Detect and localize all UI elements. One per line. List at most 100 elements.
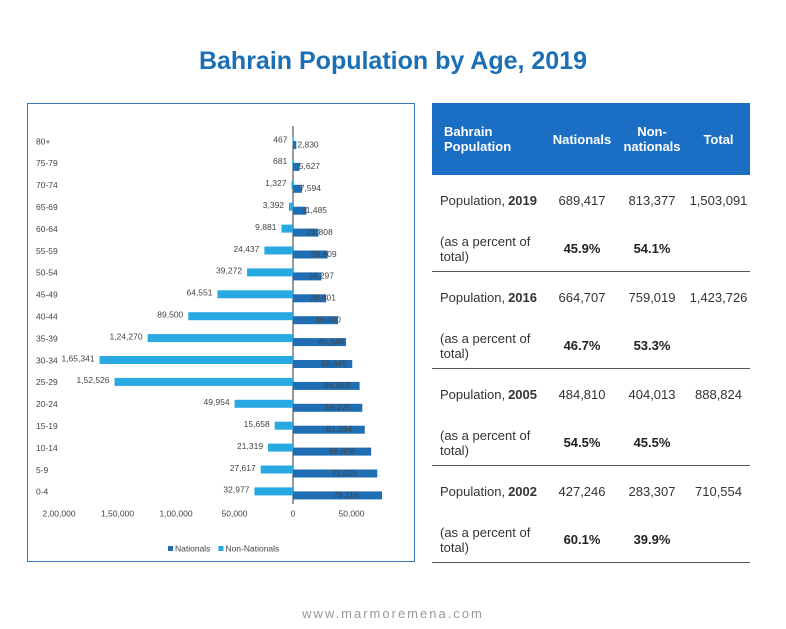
bar: [293, 228, 319, 237]
cell-percent: 54.5%: [563, 435, 601, 450]
bar: [289, 202, 293, 211]
percent-label: (as a percent of total): [440, 524, 531, 555]
bar: [292, 137, 293, 145]
x-tick-label: 50,000: [339, 508, 365, 518]
year: 2016: [508, 289, 537, 305]
cell-value: 689,417: [558, 192, 606, 208]
category-label: 35-39: [36, 333, 58, 343]
cell-percent: 60.1%: [563, 532, 601, 547]
label: Population,: [440, 386, 506, 402]
x-tick-label: 2,00,000: [42, 508, 75, 518]
bar: [293, 360, 353, 368]
row-label: Population, 2016: [440, 272, 555, 322]
bar: [268, 443, 293, 452]
category-label: 5-9: [36, 465, 49, 475]
bar: [292, 158, 293, 167]
title: Bahrain Population by Age, 2019: [198, 47, 588, 75]
category-label: 15-19: [36, 421, 58, 431]
data-label: 76,115: [333, 490, 359, 500]
bar: [293, 162, 300, 171]
data-label: 1,327: [265, 178, 287, 188]
cell-percent: 45.5%: [633, 435, 671, 450]
category-label: 45-49: [36, 290, 58, 300]
data-label: 5,627: [299, 161, 321, 171]
data-label: 467: [273, 134, 287, 144]
category-label: 10-14: [36, 443, 58, 453]
bar: [281, 224, 293, 233]
bar: [293, 425, 365, 434]
data-label: 29,609: [311, 249, 337, 259]
data-label: 3,392: [263, 200, 285, 210]
data-label: 24,437: [233, 244, 259, 254]
legend-label: Nationals: [175, 543, 210, 553]
cell-value: 404,013: [628, 386, 676, 402]
bar: [291, 180, 293, 189]
bar: [293, 272, 322, 281]
category-label: 65-69: [36, 202, 58, 212]
cell-percent: 45.9%: [563, 241, 601, 256]
bar: [293, 294, 327, 303]
cell-value: 1,503,091: [689, 192, 748, 208]
cell-value: 813,377: [628, 192, 676, 208]
bar: [293, 469, 378, 478]
cell-value: 1,423,726: [689, 289, 748, 305]
bar: [247, 268, 293, 277]
bar: [293, 316, 338, 325]
data-label: 9,881: [255, 222, 277, 232]
data-label: 50,645: [321, 358, 347, 368]
cell-value: 710,554: [695, 483, 742, 499]
row-label: Population, 2005: [440, 369, 555, 419]
percent-label: (as a percent of total): [440, 330, 531, 361]
cell-value: 427,246: [558, 483, 606, 499]
bar: [264, 246, 293, 255]
bar: [188, 312, 293, 321]
bar: [234, 399, 293, 408]
row-separator: [432, 271, 750, 272]
chart-frame: 2,00,000 1,50,000 1,00,000 50,000 0 50,000 80+…: [27, 103, 415, 562]
data-label: 56,953: [324, 380, 350, 390]
bar: [293, 381, 360, 390]
x-tick-label: 1,00,000: [159, 508, 192, 518]
data-label: 7,594: [300, 183, 322, 193]
data-label: 21,808: [307, 227, 333, 237]
legend-swatch: [168, 546, 173, 551]
cell-percent: 39.9%: [633, 532, 671, 547]
footer: www.marmoremena.com: [302, 606, 484, 621]
bar: [254, 487, 293, 496]
data-label: 1,65,341: [61, 353, 94, 363]
data-label: 27,617: [230, 463, 256, 473]
x-tick-label: 0: [291, 508, 296, 518]
row-separator: [432, 562, 750, 563]
data-label: 64,551: [186, 288, 212, 298]
category-label: 70-74: [36, 180, 58, 190]
table-header: Nationals: [552, 131, 612, 147]
table-header: Bahrain Population: [444, 124, 512, 154]
bar: [260, 465, 293, 474]
bar: [99, 356, 294, 364]
cell-value: 484,810: [558, 386, 606, 402]
data-label: 66,808: [329, 446, 355, 456]
bar: [293, 141, 297, 149]
category-label: 40-44: [36, 311, 58, 321]
bar: [293, 447, 372, 456]
year: 2005: [508, 386, 537, 402]
category-label: 60-64: [36, 224, 58, 234]
category-label: 50-54: [36, 268, 58, 278]
cell-percent: 53.3%: [633, 338, 671, 353]
data-label: 24,297: [308, 271, 334, 281]
label: Population,: [440, 289, 506, 305]
row-separator: [432, 368, 750, 369]
bar: [293, 403, 363, 412]
table-header: Total: [703, 131, 734, 147]
cell-value: 759,019: [628, 289, 676, 305]
data-label: 2,830: [297, 139, 319, 149]
category-label: 80+: [36, 136, 50, 146]
row-separator: [432, 465, 750, 466]
year: 2002: [508, 483, 537, 499]
percent-label: (as a percent of total): [440, 233, 531, 264]
cell-value: 283,307: [628, 483, 676, 499]
data-label: 681: [273, 156, 287, 166]
data-label: 39,272: [216, 266, 242, 276]
bar: [293, 250, 328, 259]
